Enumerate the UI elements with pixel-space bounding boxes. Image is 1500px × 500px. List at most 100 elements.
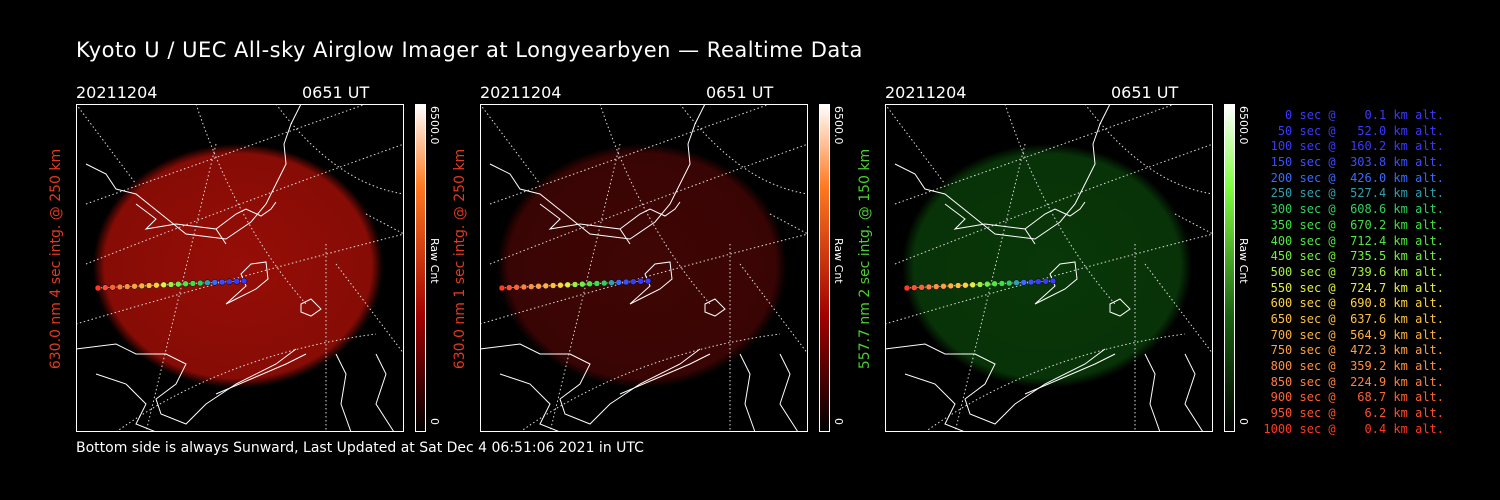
trajectory-point (911, 284, 918, 291)
trajectory-point (947, 282, 955, 290)
legend-row: 800 sec @ 359.2 km alt. (1263, 359, 1444, 373)
legend-row: 600 sec @ 690.8 km alt. (1263, 296, 1444, 311)
trajectory-point (593, 280, 601, 287)
colorbar-max-label: 6500.0 (1237, 106, 1250, 145)
colorbar (415, 104, 426, 432)
trajectory-point (600, 279, 608, 287)
page-title: Kyoto U / UEC All-sky Airglow Imager at … (76, 38, 863, 62)
footer-status: Bottom side is always Sunward, Last Upda… (76, 440, 644, 456)
trajectory-point (116, 283, 124, 291)
legend-row: 550 sec @ 724.7 km alt. (1263, 280, 1444, 295)
trajectory-point (520, 283, 528, 291)
trajectory-point (608, 279, 615, 286)
panel-date: 20211204 (480, 83, 562, 102)
colorbar-max-label: 6500.0 (832, 106, 845, 145)
trajectory-point (586, 280, 593, 288)
trajectory-point (1035, 278, 1042, 285)
airglow-field (93, 144, 383, 388)
panel-ylabel: 630.0 nm 4 sec intg. @ 250 km (48, 148, 64, 370)
trajectory-point (571, 281, 579, 288)
trajectory-point (145, 282, 153, 289)
trajectory-point (644, 277, 652, 285)
colorbar-unit-label: Raw Cnt (428, 238, 441, 284)
trajectory-point (513, 284, 520, 291)
trajectory-point (1013, 279, 1020, 286)
panel-date: 20211204 (76, 83, 158, 102)
trajectory-point (160, 281, 167, 289)
trajectory-point (976, 281, 984, 288)
airglow-field (497, 144, 787, 388)
legend-row: 350 sec @ 670.2 km alt. (1263, 217, 1444, 232)
trajectory-point (527, 283, 535, 290)
trajectory-point (579, 280, 586, 288)
legend-row: 850 sec @ 224.9 km alt. (1263, 374, 1444, 389)
legend-row: 750 sec @ 472.3 km alt. (1263, 343, 1444, 358)
legend-row: 100 sec @ 160.2 km alt. (1263, 139, 1444, 154)
trajectory-point (564, 281, 571, 289)
trajectory-point (204, 279, 211, 286)
colorbar-min-label: 0 (428, 418, 441, 425)
trajectory-point (622, 278, 630, 286)
allsky-map-image (885, 104, 1213, 432)
trajectory-point (991, 280, 998, 288)
panel-time: 0651 UT (706, 83, 774, 102)
trajectory-point (506, 284, 513, 291)
trajectory-point (918, 284, 925, 291)
panel-ylabel: 557.7 nm 2 sec intg. @ 150 km (857, 148, 873, 370)
legend-row: 650 sec @ 637.6 km alt. (1263, 311, 1444, 326)
time-altitude-legend: 0 sec @ 0.1 km alt. 50 sec @ 52.0 km alt… (1262, 108, 1444, 437)
trajectory-point (630, 278, 637, 285)
trajectory-point (925, 283, 933, 291)
legend-row: 200 sec @ 426.0 km alt. (1263, 170, 1444, 185)
legend-row: 950 sec @ 6.2 km alt. (1263, 406, 1444, 421)
trajectory-point (211, 279, 219, 286)
trajectory-point (932, 283, 940, 290)
trajectory-point (615, 279, 623, 286)
trajectory-point (123, 283, 131, 290)
trajectory-point (542, 282, 550, 290)
trajectory-point (153, 281, 160, 289)
trajectory-point (962, 281, 969, 289)
airglow-field (902, 144, 1192, 388)
legend-row: 50 sec @ 52.0 km alt. (1263, 123, 1444, 138)
trajectory-point (903, 284, 911, 292)
allsky-map-image (76, 104, 404, 432)
colorbar-unit-label: Raw Cnt (1237, 238, 1250, 284)
colorbar (1224, 104, 1235, 432)
trajectory-point (182, 280, 189, 288)
trajectory-point (1005, 279, 1013, 287)
legend-row: 150 sec @ 303.8 km alt. (1263, 155, 1444, 170)
legend-row: 250 sec @ 527.4 km alt. (1263, 186, 1444, 201)
trajectory-point (233, 278, 240, 285)
trajectory-point (1020, 279, 1028, 286)
panel-time: 0651 UT (1111, 83, 1179, 102)
panel-time: 0651 UT (302, 83, 370, 102)
legend-row: 0 sec @ 0.1 km alt. (1263, 108, 1444, 122)
trajectory-point (637, 278, 644, 285)
colorbar-min-label: 0 (832, 418, 845, 425)
airglow-panel-3: 20211204 0651 UT 557.7 nm 2 sec intg. @ … (857, 80, 1290, 432)
trajectory-point (1042, 278, 1049, 285)
legend-row: 400 sec @ 712.4 km alt. (1263, 233, 1444, 248)
trajectory-point (226, 278, 233, 285)
colorbar-unit-label: Raw Cnt (832, 238, 845, 284)
trajectory-point (94, 284, 102, 292)
trajectory-point (984, 280, 991, 288)
airglow-panel-1: 20211204 0651 UT 630.0 nm 4 sec intg. @ … (48, 80, 481, 432)
allsky-map-image (480, 104, 808, 432)
trajectory-point (498, 284, 506, 292)
colorbar (819, 104, 830, 432)
trajectory-point (954, 282, 962, 289)
trajectory-point (196, 279, 204, 287)
legend-row: 700 sec @ 564.9 km alt. (1263, 327, 1444, 342)
legend-row: 500 sec @ 739.6 km alt. (1263, 264, 1444, 279)
trajectory-point (131, 283, 138, 290)
trajectory-point (109, 284, 116, 291)
trajectory-point (1027, 278, 1035, 286)
trajectory-point (535, 283, 542, 290)
trajectory-point (940, 283, 947, 290)
trajectory-point (167, 281, 175, 288)
legend-row: 900 sec @ 68.7 km alt. (1263, 390, 1444, 405)
trajectory-point (218, 278, 226, 286)
trajectory-point (969, 281, 976, 289)
